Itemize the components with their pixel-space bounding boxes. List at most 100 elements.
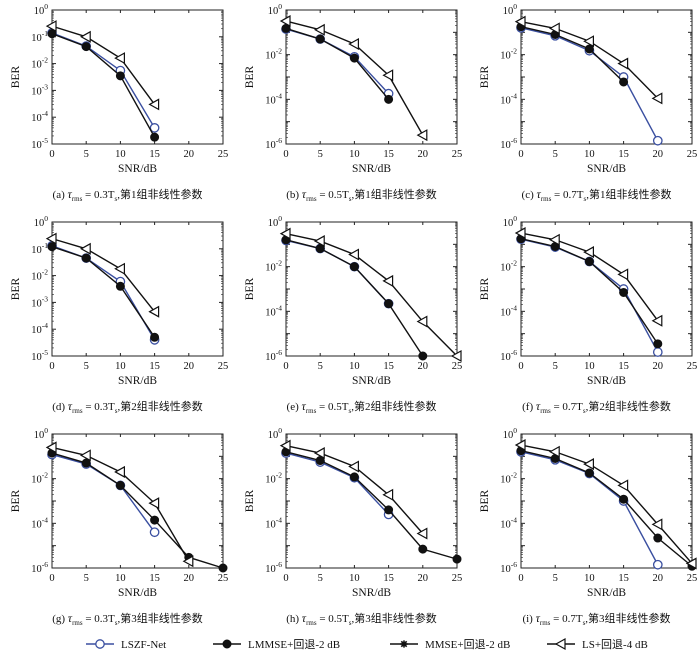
caption-b-part-1: τ (302, 187, 307, 201)
caption-b-part-3: = 0.5T (317, 189, 349, 201)
caption-c-part-2: rms (541, 195, 552, 203)
y-tick-base: 10 (268, 430, 279, 441)
x-tick-label: 20 (418, 573, 429, 584)
y-tick-label: 10-3 (31, 294, 48, 309)
point-LSZF-Net (652, 135, 663, 146)
point-LS+回退-4 dB (514, 439, 526, 452)
x-axis-label: SNR/dB (587, 375, 626, 387)
caption-c-part-3: = 0.7T (551, 189, 583, 201)
y-tick-base: 10 (500, 263, 511, 274)
point-LS+回退-4 dB (45, 441, 57, 454)
point-LSZF-Net (652, 347, 663, 357)
x-tick-label: 10 (584, 361, 595, 372)
x-axis-label: SNR/dB (352, 587, 391, 599)
point-LMMSE+回退-2 dB (218, 563, 228, 573)
plot-frame (285, 221, 458, 357)
point-LMMSE+回退-2 dB (349, 472, 359, 482)
x-tick-label: 25 (452, 361, 463, 372)
y-tick-label: 100 (503, 214, 518, 229)
caption-c-part-4: s (583, 195, 586, 203)
point-LS+回退-4 dB (583, 35, 595, 48)
point-LMMSE+回退-2 dB (619, 287, 629, 297)
caption-f-part-4: s (583, 407, 586, 415)
point-LMMSE+回退-2 dB (150, 132, 160, 142)
y-axis-label: BER (10, 489, 22, 512)
series-line-LS+回退-4 dB (51, 446, 190, 562)
y-tick-base: 10 (500, 564, 511, 575)
y-tick-label: 10-2 (265, 471, 282, 486)
point-LS+回退-4 dB (313, 23, 325, 36)
y-tick-label: 10-2 (500, 471, 517, 486)
point-LS+回退-4 dB (313, 447, 325, 460)
y-tick-base: 10 (503, 430, 514, 441)
x-tick-label: 10 (115, 573, 126, 584)
point-LMMSE+回退-2 dB (47, 29, 57, 39)
point-LS+回退-4 dB (79, 449, 91, 462)
caption-e-part-0: (e) (287, 401, 302, 413)
series-line-LSZF-Net (285, 452, 390, 515)
y-tick-label: 10-4 (265, 303, 282, 318)
x-tick-label: 20 (418, 149, 429, 160)
caption-h-part-2: rms (306, 619, 317, 627)
plot-frame (285, 433, 458, 569)
point-LMMSE+回退-2 dB (150, 515, 160, 525)
y-tick-label: 100 (34, 2, 49, 17)
x-tick-label: 0 (518, 149, 523, 160)
y-tick-exponent: -4 (42, 109, 48, 118)
y-tick-label: 10-4 (265, 91, 282, 106)
y-axis-label: BER (244, 277, 256, 300)
caption-i-part-3: = 0.7T (550, 613, 582, 625)
y-tick-label: 10-6 (500, 348, 517, 363)
point-LS+回退-4 dB (583, 246, 595, 259)
point-LMMSE+回退-2 dB (349, 262, 359, 272)
caption-g-part-0: (g) (52, 613, 68, 625)
point-LS+回退-4 dB (617, 268, 629, 281)
point-LS+回退-4 dB (348, 460, 359, 473)
caption-h-part-1: τ (302, 611, 307, 625)
x-tick-label: 0 (518, 573, 523, 584)
caption-b-part-4: s (349, 195, 352, 203)
y-tick-exponent: -2 (42, 268, 48, 277)
x-tick-label: 10 (349, 149, 360, 160)
y-tick-exponent: -4 (511, 91, 517, 100)
point-LS+回退-4 dB (685, 557, 697, 570)
y-tick-label: 10-4 (265, 515, 282, 530)
point-LMMSE+回退-2 dB (418, 544, 428, 554)
point-LS+回退-4 dB (617, 479, 629, 492)
y-tick-exponent: -4 (276, 91, 282, 100)
caption-c-part-1: τ (537, 187, 542, 201)
caption-f-part-0: (f) (522, 401, 536, 413)
caption-i-part-2: rms (540, 619, 551, 627)
y-tick-exponent: -2 (42, 471, 48, 480)
y-tick-base: 10 (31, 60, 42, 71)
y-tick-exponent: -6 (42, 560, 48, 569)
series-line-LS+回退-4 dB (520, 444, 693, 564)
y-tick-base: 10 (31, 325, 42, 336)
point-LMMSE+回退-2 dB (584, 257, 594, 267)
point-LMMSE+回退-2 dB (619, 77, 629, 87)
point-LS+回退-4 dB (148, 305, 160, 318)
legend: LSZF-Net LMMSE+回退-2 dB MMSE+回退-2 dB LS+回退-4… (86, 637, 648, 651)
y-tick-base: 10 (503, 6, 514, 17)
point-LS+回退-4 dB (514, 15, 526, 28)
x-tick-label: 25 (687, 361, 698, 372)
caption-b-part-0: (b) (286, 189, 302, 201)
y-tick-label: 100 (503, 2, 518, 17)
caption-a-part-4: s (114, 195, 117, 203)
y-tick-base: 10 (31, 33, 42, 44)
point-LMMSE+回退-2 dB (115, 71, 125, 81)
y-tick-base: 10 (31, 245, 42, 256)
caption-c-part-0: (c) (522, 189, 537, 201)
point-LMMSE+回退-2 dB (384, 505, 394, 515)
y-tick-base: 10 (31, 298, 42, 309)
y-axis-label: BER (479, 277, 491, 300)
caption-g-part-3: = 0.3T (83, 613, 115, 625)
y-axis-label: BER (244, 65, 256, 88)
x-tick-label: 5 (84, 361, 89, 372)
y-tick-label: 100 (268, 2, 283, 17)
x-tick-label: 5 (84, 573, 89, 584)
y-tick-base: 10 (31, 564, 42, 575)
x-tick-label: 20 (184, 361, 195, 372)
y-axis-label: BER (10, 277, 22, 300)
x-tick-label: 0 (283, 573, 288, 584)
